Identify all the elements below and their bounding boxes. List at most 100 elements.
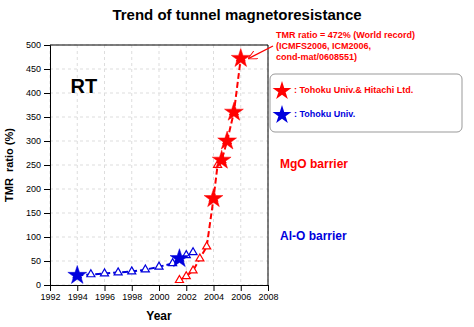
frame-line (268, 45, 269, 285)
point (204, 189, 223, 207)
grid-line (50, 237, 268, 238)
tick: 400 (26, 88, 50, 98)
grid-line (131, 45, 132, 285)
tick: 350 (26, 112, 50, 122)
tick: 1994 (68, 285, 88, 302)
annotation: RT (70, 75, 97, 97)
grid-line (50, 165, 268, 166)
tick: 2002 (177, 285, 197, 302)
legend-symbol (273, 81, 292, 99)
tick-mark (268, 285, 269, 291)
tick-mark (186, 285, 187, 291)
legend-symbol (273, 105, 292, 123)
annotation-arrow (249, 46, 273, 58)
tick-label: 1998 (122, 292, 142, 302)
tick-mark (132, 285, 133, 291)
tick-label: 0 (36, 280, 41, 290)
tick: 150 (26, 208, 50, 218)
tick-label: 50 (31, 256, 41, 266)
tick-mark (44, 237, 50, 238)
tick: 2008 (258, 285, 278, 302)
annotation: TMR ratio = 472% (World record) (276, 30, 415, 40)
tick: 450 (26, 64, 50, 74)
grid-line (186, 45, 187, 285)
tick-label: 1994 (68, 292, 88, 302)
x-axis: 1992 1994 1996 1998 2000 2002 2004 2006 2008 (40, 285, 278, 302)
tick-mark (44, 141, 50, 142)
tick-label: 150 (26, 208, 41, 218)
tick: 1992 (40, 285, 60, 302)
tick-label: 1996 (95, 292, 115, 302)
tick-label: 100 (26, 232, 41, 242)
line-marker (87, 270, 95, 277)
tick-label: 350 (26, 112, 41, 122)
tick-mark (105, 285, 106, 291)
line-marker (189, 248, 197, 255)
tick-mark (44, 165, 50, 166)
tick-label: 250 (26, 160, 41, 170)
tick-mark (44, 213, 50, 214)
tick-mark (44, 93, 50, 94)
tick-mark (77, 285, 78, 291)
chart: Trend of tunnel magnetoresistance1992199… (0, 0, 474, 327)
point (231, 49, 250, 67)
point (170, 249, 189, 267)
series (68, 249, 189, 284)
tick: 500 (26, 40, 50, 50)
line-marker (141, 265, 149, 272)
tick: 2000 (149, 285, 169, 302)
axis-line (51, 286, 269, 292)
point (218, 131, 237, 149)
tick: 100 (26, 232, 50, 242)
tick-label: 500 (26, 40, 41, 50)
grid-line (50, 141, 268, 142)
tick-label: 1992 (40, 292, 60, 302)
grid-line (50, 213, 268, 214)
tick-mark (214, 285, 215, 291)
series-line (179, 58, 240, 280)
legend-label: : Tohoku Univ.& Hitachi Ltd. (294, 85, 413, 95)
tick: 250 (26, 160, 50, 170)
line-marker (128, 267, 136, 274)
axis-line (44, 46, 51, 286)
frame-line (50, 45, 268, 46)
tick-mark (241, 285, 242, 291)
legend: : Tohoku Univ.& Hitachi Ltd. : Tohoku Uni… (270, 74, 462, 132)
tick-label: 450 (26, 64, 41, 74)
plot-area (68, 49, 250, 284)
tick-label: 2006 (231, 292, 251, 302)
tick: 2004 (204, 285, 224, 302)
tick: 50 (31, 256, 50, 266)
grid-line (240, 45, 241, 285)
tick: 1998 (122, 285, 142, 302)
line-marker (100, 269, 108, 276)
point (212, 150, 231, 168)
tick-mark (44, 285, 50, 286)
tick-label: 2004 (204, 292, 224, 302)
tick-mark (44, 117, 50, 118)
tick-label: 2000 (149, 292, 169, 302)
title: Trend of tunnel magnetoresistance (112, 6, 361, 23)
series-label: MgO barrier (280, 157, 348, 171)
legend-box (270, 74, 462, 132)
series (175, 54, 244, 283)
series-label: Al-O barrier (280, 229, 347, 243)
tick-mark (44, 261, 50, 262)
line-marker (155, 262, 163, 269)
tick: 300 (26, 136, 50, 146)
grid-line (50, 45, 268, 46)
annotation: (ICMFS2006, ICM2006, (276, 41, 371, 51)
tick: 1996 (95, 285, 115, 302)
grid-line (50, 189, 268, 190)
annotation: cond-mat/0608551) (276, 52, 357, 62)
grid-line (50, 69, 268, 70)
y-axis: 050100150200250300350400450500 (26, 40, 51, 290)
tick-label: 300 (26, 136, 41, 146)
tick-mark (44, 69, 50, 70)
tick-mark (159, 285, 160, 291)
line-marker (196, 254, 204, 261)
legend-label: : Tohoku Univ. (294, 109, 355, 119)
point (225, 102, 244, 120)
tick-label: 400 (26, 88, 41, 98)
series (73, 248, 197, 278)
